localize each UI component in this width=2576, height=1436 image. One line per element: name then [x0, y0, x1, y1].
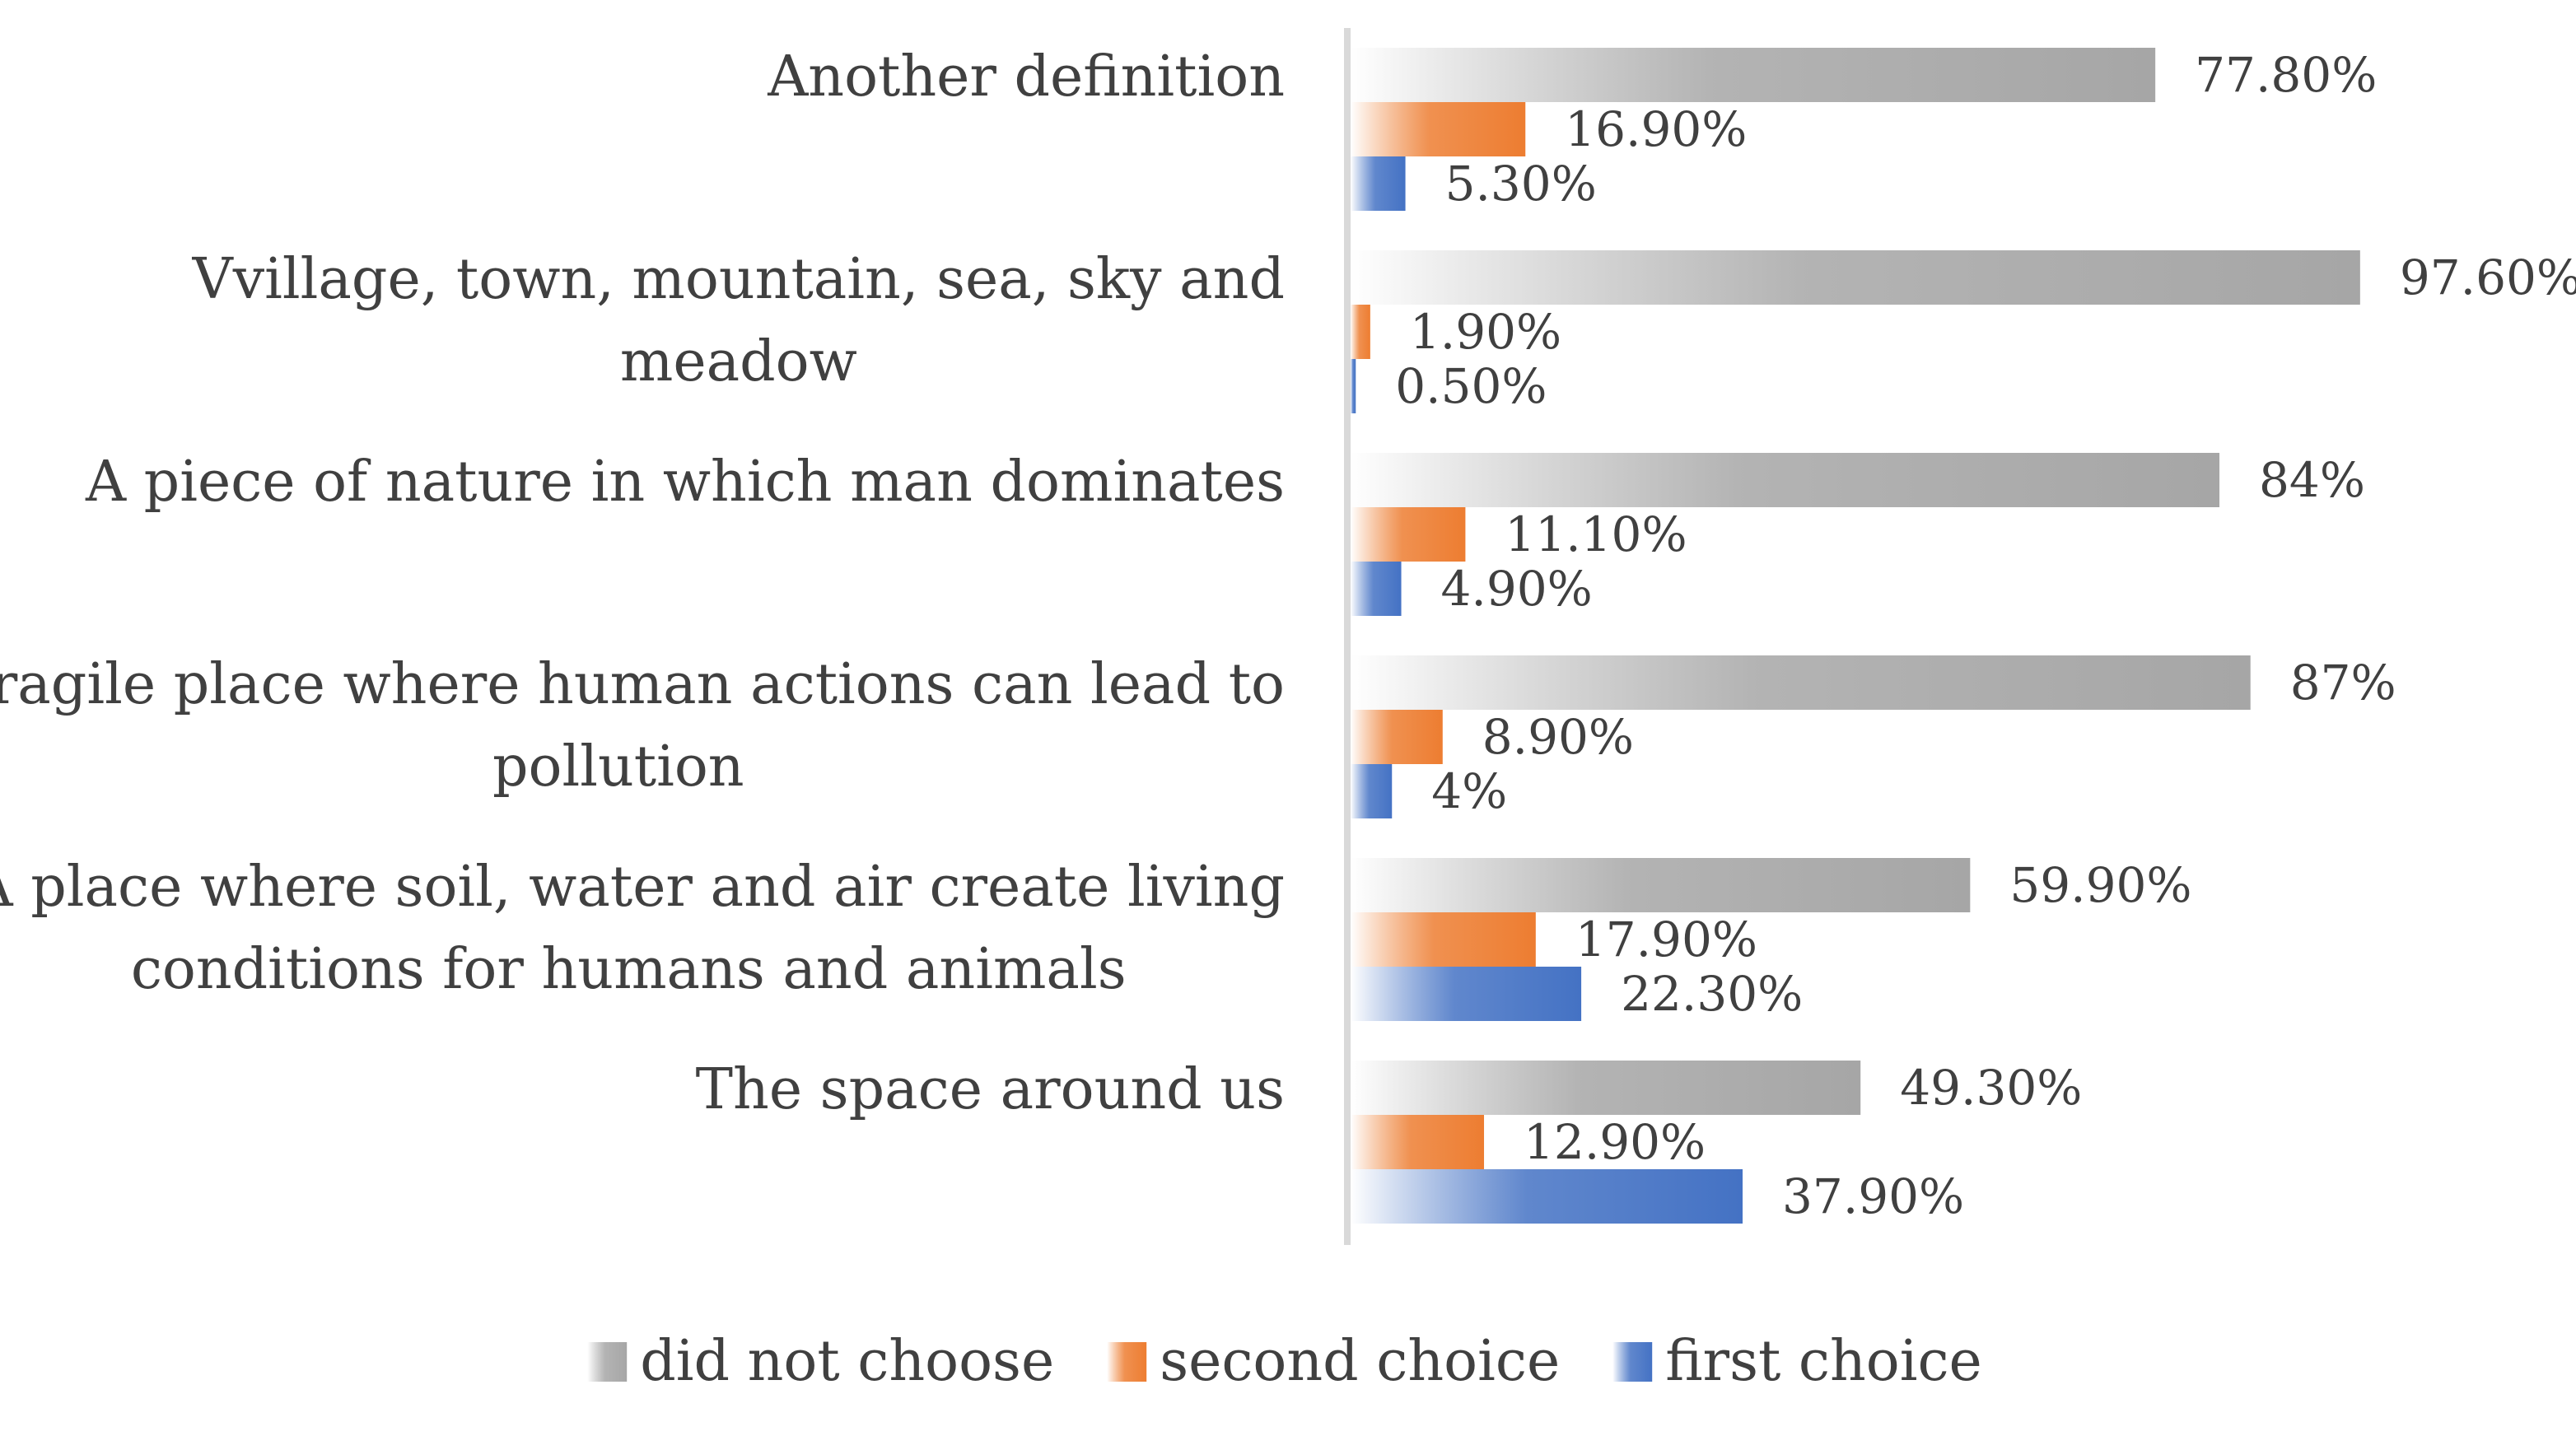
value-label: 4.90%: [1441, 561, 1593, 617]
bar-second-choice-4: [1351, 912, 1536, 967]
bar-did-not-choose-4: [1351, 858, 1971, 912]
bar-second-choice-5: [1351, 1115, 1485, 1169]
value-label: 84%: [2259, 452, 2365, 508]
legend-swatch: [1612, 1342, 1653, 1382]
value-label: 17.90%: [1575, 911, 1757, 967]
legend-item-second-choice: second choice: [1107, 1329, 1560, 1394]
category-label: A piece of nature in which man dominates: [85, 450, 1285, 515]
value-label: 16.90%: [1565, 101, 1747, 157]
category-label-line: A place where soil, water and air create…: [0, 855, 1285, 920]
legend-label: did not choose: [640, 1329, 1054, 1394]
category-label-line: pollution: [492, 734, 744, 800]
bar-did-not-choose-5: [1351, 1061, 1861, 1115]
legend-swatch: [1107, 1342, 1147, 1382]
bar-first-choice-3: [1351, 764, 1393, 818]
bar-did-not-choose-1: [1351, 250, 2360, 305]
category-label-line: Vvillage, town, mountain, sea, sky and: [192, 247, 1285, 312]
value-label: 22.30%: [1621, 966, 1803, 1022]
value-label: 97.60%: [2400, 249, 2576, 305]
bar-second-choice-3: [1351, 710, 1443, 764]
bar-second-choice-2: [1351, 507, 1466, 562]
value-label: 4%: [1431, 763, 1507, 819]
category-label-line: meadow: [620, 329, 857, 394]
legend-swatch: [587, 1342, 628, 1382]
category-label: Another definition: [767, 44, 1285, 110]
legend-label: first choice: [1665, 1329, 1982, 1394]
category-label: A place where soil, water and air create…: [0, 855, 1285, 1002]
value-label: 5.30%: [1445, 156, 1597, 212]
bar-did-not-choose-3: [1351, 655, 2251, 710]
value-label: 77.80%: [2195, 47, 2377, 103]
category-label-line: The space around us: [696, 1057, 1285, 1122]
value-label: 1.90%: [1410, 304, 1561, 360]
category-label-line: Fragile place where human actions can le…: [0, 652, 1285, 717]
value-label: 8.90%: [1482, 709, 1634, 765]
value-label: 0.50%: [1395, 358, 1547, 414]
category-label: Vvillage, town, mountain, sea, sky and me…: [192, 247, 1285, 394]
bar-second-choice-0: [1351, 102, 1526, 156]
legend-label: second choice: [1160, 1329, 1560, 1394]
bar-first-choice-0: [1351, 156, 1406, 211]
bar-first-choice-4: [1351, 967, 1582, 1021]
category-label-line: conditions for humans and animals: [131, 937, 1127, 1002]
value-label: 49.30%: [1900, 1060, 2082, 1116]
legend-item-did-not-choose: did not choose: [587, 1329, 1054, 1394]
bar-second-choice-1: [1351, 305, 1370, 359]
bar-did-not-choose-2: [1351, 453, 2220, 507]
value-label: 87%: [2290, 655, 2396, 711]
category-label: The space around us: [696, 1057, 1285, 1122]
value-label: 37.90%: [1782, 1168, 1964, 1224]
bar-first-choice-1: [1351, 359, 1356, 413]
bar-did-not-choose-0: [1351, 48, 2156, 102]
category-label: Fragile place where human actions can le…: [0, 652, 1285, 800]
value-label: 12.90%: [1524, 1114, 1706, 1170]
category-label-line: Another definition: [767, 44, 1285, 110]
bar-first-choice-2: [1351, 562, 1402, 616]
category-label-line: A piece of nature in which man dominates: [85, 450, 1285, 515]
value-label: 11.10%: [1505, 506, 1687, 562]
value-label: 59.90%: [2009, 857, 2191, 913]
bar-first-choice-5: [1351, 1169, 1743, 1224]
legend-item-first-choice: first choice: [1612, 1329, 1982, 1394]
